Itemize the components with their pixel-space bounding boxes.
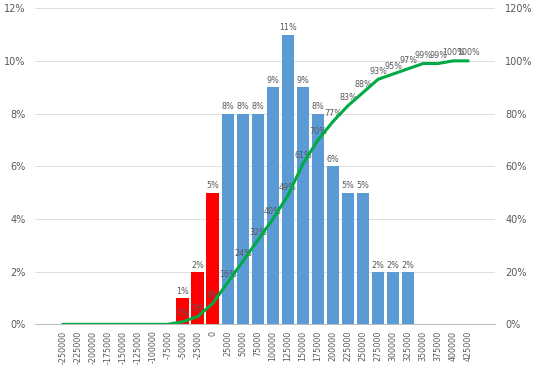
Text: 95%: 95%: [384, 61, 402, 71]
Bar: [266, 87, 279, 324]
Bar: [281, 35, 294, 324]
Text: 5%: 5%: [357, 181, 369, 191]
Text: 9%: 9%: [296, 76, 309, 85]
Text: 61%: 61%: [294, 151, 312, 160]
Bar: [207, 192, 219, 324]
Text: 2%: 2%: [402, 261, 415, 269]
Text: 8%: 8%: [311, 102, 324, 112]
Text: 2%: 2%: [387, 261, 400, 269]
Bar: [251, 114, 264, 324]
Bar: [192, 272, 204, 324]
Text: 83%: 83%: [339, 93, 357, 102]
Text: 9%: 9%: [266, 76, 279, 85]
Bar: [372, 272, 384, 324]
Text: 93%: 93%: [369, 67, 387, 76]
Text: 70%: 70%: [309, 127, 327, 137]
Bar: [236, 114, 249, 324]
Text: 100%: 100%: [442, 49, 465, 57]
Bar: [311, 114, 324, 324]
Bar: [326, 166, 339, 324]
Text: 8%: 8%: [236, 102, 249, 112]
Text: 99%: 99%: [429, 51, 447, 60]
Bar: [221, 114, 234, 324]
Text: 6%: 6%: [326, 155, 339, 164]
Bar: [357, 192, 369, 324]
Text: 88%: 88%: [354, 80, 372, 89]
Text: 49%: 49%: [279, 183, 297, 192]
Text: 40%: 40%: [264, 206, 282, 216]
Text: 5%: 5%: [206, 181, 219, 191]
Text: 8%: 8%: [251, 102, 264, 112]
Text: 99%: 99%: [414, 51, 432, 60]
Bar: [342, 192, 354, 324]
Bar: [177, 298, 189, 324]
Bar: [296, 87, 309, 324]
Text: 5%: 5%: [342, 181, 354, 191]
Bar: [402, 272, 415, 324]
Text: 100%: 100%: [457, 49, 480, 57]
Text: 2%: 2%: [372, 261, 384, 269]
Text: 3%: 3%: [192, 304, 204, 313]
Text: 11%: 11%: [279, 24, 297, 32]
Text: 1%: 1%: [177, 287, 189, 296]
Text: 32%: 32%: [249, 227, 267, 237]
Text: 2%: 2%: [191, 261, 204, 269]
Text: 97%: 97%: [399, 56, 417, 66]
Text: 8%: 8%: [222, 102, 234, 112]
Bar: [387, 272, 400, 324]
Text: 8%: 8%: [207, 291, 219, 300]
Text: 1%: 1%: [177, 309, 189, 318]
Text: 24%: 24%: [234, 249, 252, 258]
Text: 16%: 16%: [219, 270, 237, 279]
Text: 77%: 77%: [324, 109, 342, 118]
